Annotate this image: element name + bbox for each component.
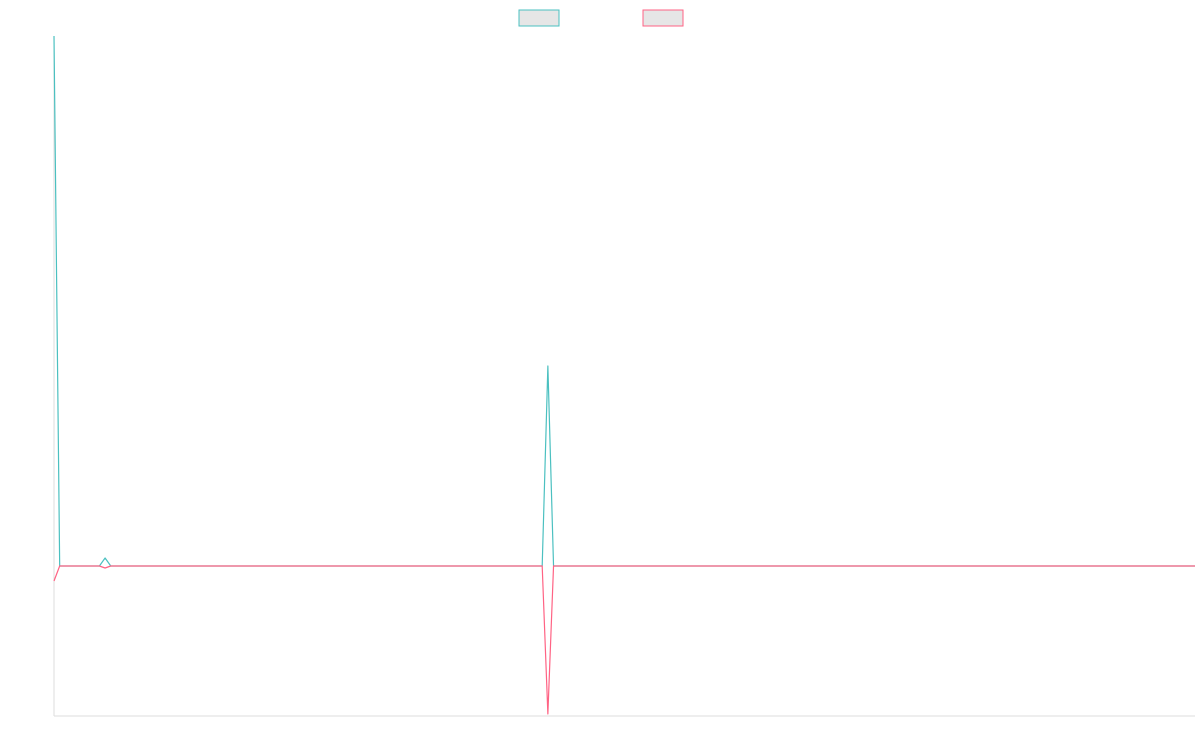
chart-axes bbox=[53, 36, 1195, 717]
legend-swatch-series-1[interactable] bbox=[518, 9, 560, 27]
series-line-2 bbox=[53, 565, 1195, 715]
series-line-1 bbox=[53, 35, 1195, 567]
legend-swatch-series-2[interactable] bbox=[642, 9, 684, 27]
chart-series bbox=[53, 35, 1195, 715]
chart-legend bbox=[518, 9, 684, 27]
